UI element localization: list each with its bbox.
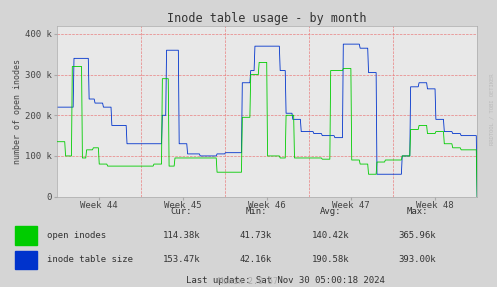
- Text: Min:: Min:: [245, 208, 267, 216]
- Text: Avg:: Avg:: [320, 208, 341, 216]
- Text: 190.58k: 190.58k: [312, 255, 349, 264]
- Text: 114.38k: 114.38k: [163, 231, 200, 240]
- Text: 153.47k: 153.47k: [163, 255, 200, 264]
- Text: RRDTOOL / TOBI OETIKER: RRDTOOL / TOBI OETIKER: [490, 73, 495, 145]
- Y-axis label: number of open inodes: number of open inodes: [13, 59, 22, 164]
- Text: inode table size: inode table size: [47, 255, 133, 264]
- Text: Munin 2.0.57: Munin 2.0.57: [219, 277, 278, 286]
- Text: Cur:: Cur:: [170, 208, 192, 216]
- Text: 41.73k: 41.73k: [240, 231, 272, 240]
- Title: Inode table usage - by month: Inode table usage - by month: [167, 12, 367, 25]
- Text: 140.42k: 140.42k: [312, 231, 349, 240]
- Text: open inodes: open inodes: [47, 231, 106, 240]
- Text: Max:: Max:: [407, 208, 428, 216]
- Text: 393.00k: 393.00k: [399, 255, 436, 264]
- Text: 365.96k: 365.96k: [399, 231, 436, 240]
- Text: Last update: Sat Nov 30 05:00:18 2024: Last update: Sat Nov 30 05:00:18 2024: [186, 276, 385, 285]
- Text: 42.16k: 42.16k: [240, 255, 272, 264]
- FancyBboxPatch shape: [15, 251, 37, 269]
- FancyBboxPatch shape: [15, 226, 37, 245]
